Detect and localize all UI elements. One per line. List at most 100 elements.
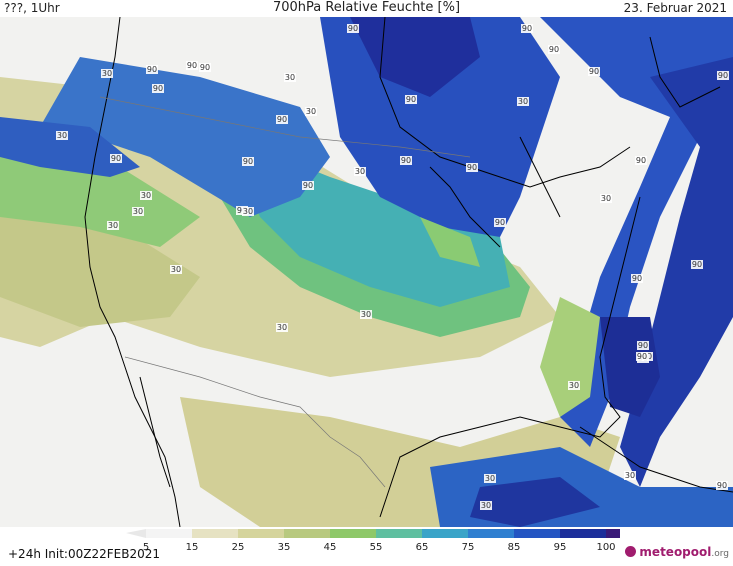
humidity-map: 30 30 90 90 90 90 90 90 90 90 90 90 90 30 30 30 30 30 30 30… [0, 16, 733, 528]
contour-label: 30 [102, 69, 112, 78]
contour-label: 90 [467, 163, 477, 172]
contour-label: 30 [306, 107, 316, 116]
contour-label: 90 [401, 156, 411, 165]
run-info: +24h Init:00Z22FEB2021 [8, 547, 160, 561]
contour-label: 90 [495, 218, 505, 227]
colorbar-swatch [422, 529, 468, 538]
contour-label: 30 [601, 194, 611, 203]
contour-label-box [199, 63, 211, 72]
contour-label: 90 [200, 63, 210, 72]
contour-label-box [631, 274, 643, 283]
colorbar-swatch [606, 529, 620, 538]
contour-label: 90 [717, 481, 727, 490]
contour-label-box [637, 341, 649, 350]
contour-label: 30 [243, 207, 253, 216]
contour-label: 90 [638, 341, 648, 350]
contour-label-box [521, 24, 533, 33]
contour-label-box [588, 67, 600, 76]
contour-label: 90 [632, 274, 642, 283]
contour-label-box [466, 163, 478, 172]
contour-label-box [484, 474, 496, 483]
contour-label: 30 [355, 167, 365, 176]
colorbar-swatch [238, 529, 284, 538]
colorbar-tick: 5 [143, 542, 149, 553]
contour-label: 90 [406, 95, 416, 104]
contour-label: 90 [636, 156, 646, 165]
contour-labels: 30 30 90 90 90 90 90 90 90 90 90 90 90 30 30 30 30 30 30 30… [56, 24, 729, 510]
contour-label: 90 [277, 115, 287, 124]
contour-label-box [170, 265, 182, 274]
contour-label-box [400, 156, 412, 165]
contour-label: 90 [549, 45, 559, 54]
colorbar-swatch [560, 529, 606, 538]
colorbar-tick: 85 [508, 542, 521, 553]
contour-label-box [716, 481, 728, 490]
brand-icon [625, 546, 637, 557]
contour-label-box [101, 69, 113, 78]
contour-label: 90 [303, 181, 313, 190]
contour-label-box [132, 207, 144, 216]
contour-label-box [186, 61, 198, 70]
contour-label: 90 [692, 260, 702, 269]
contour-label-box [600, 194, 612, 203]
colorbar-tick: 35 [278, 542, 291, 553]
contour-label: 30 [481, 501, 491, 510]
contour-label-box [276, 115, 288, 124]
contour-label-box [717, 71, 729, 80]
run-label: ???, 1Uhr [4, 1, 60, 15]
colorbar-tick: 100 [596, 542, 615, 553]
colorbar-swatch [468, 529, 514, 538]
map-title: 700hPa Relative Feuchte [%] [272, 0, 461, 15]
colorbar-tick: 65 [416, 542, 429, 553]
contour-label: 30 [133, 207, 143, 216]
brand-logo[interactable]: meteopool.org [625, 545, 729, 559]
contour-label-box [354, 167, 366, 176]
contour-label-box [517, 97, 529, 106]
colorbar-tick: 75 [462, 542, 475, 553]
contour-label: 90 [637, 352, 647, 361]
contour-label-box [636, 352, 648, 361]
contour-label-box [110, 154, 122, 163]
colorbar-tick: 55 [370, 542, 383, 553]
contour-label: 30 [285, 73, 295, 82]
contour-label-box [146, 65, 158, 74]
contour-label-box [242, 157, 254, 166]
colorbar-swatch [514, 529, 560, 538]
contour-label-box [405, 95, 417, 104]
contour-label: 30 [518, 97, 528, 106]
colorbar: 5 15 25 35 45 55 65 75 85 95 100 [126, 529, 620, 553]
contour-label-box [635, 156, 647, 165]
colorbar-swatch [284, 529, 330, 538]
contour-label: 30 [108, 221, 118, 230]
contour-label-box [152, 84, 164, 93]
colorbar-tick: 25 [232, 542, 245, 553]
colorbar-tick: 95 [554, 542, 567, 553]
colorbar-swatch [376, 529, 422, 538]
contour-label: 90 [111, 154, 121, 163]
contour-label: 90 [243, 157, 253, 166]
contour-label-box [480, 501, 492, 510]
footer-bar: 5 15 25 35 45 55 65 75 85 95 100 +24h Init:00Z22FE… [0, 527, 733, 566]
contour-label-box [360, 310, 372, 319]
contour-label-box [494, 218, 506, 227]
contour-label-box [284, 73, 296, 82]
brand-tld: .org [711, 549, 729, 559]
contour-label: 30 [141, 191, 151, 200]
contour-label: 90 [147, 65, 157, 74]
colorbar-swatch [192, 529, 238, 538]
contour-label: 90 [718, 71, 728, 80]
contour-label: 90 [522, 24, 532, 33]
contour-label-box [568, 381, 580, 390]
contour-label-box [56, 131, 68, 140]
contour-label: 90 [153, 84, 163, 93]
contour-label-box [624, 471, 636, 480]
contour-label-box [276, 323, 288, 332]
contour-label: 30 [361, 310, 371, 319]
contour-label-box [691, 260, 703, 269]
contour-label: 90 [589, 67, 599, 76]
contour-label-box [107, 221, 119, 230]
contour-label: 30 [171, 265, 181, 274]
brand-name: meteopool [639, 545, 712, 559]
contour-label-box [305, 107, 317, 116]
contour-label-box [347, 24, 359, 33]
